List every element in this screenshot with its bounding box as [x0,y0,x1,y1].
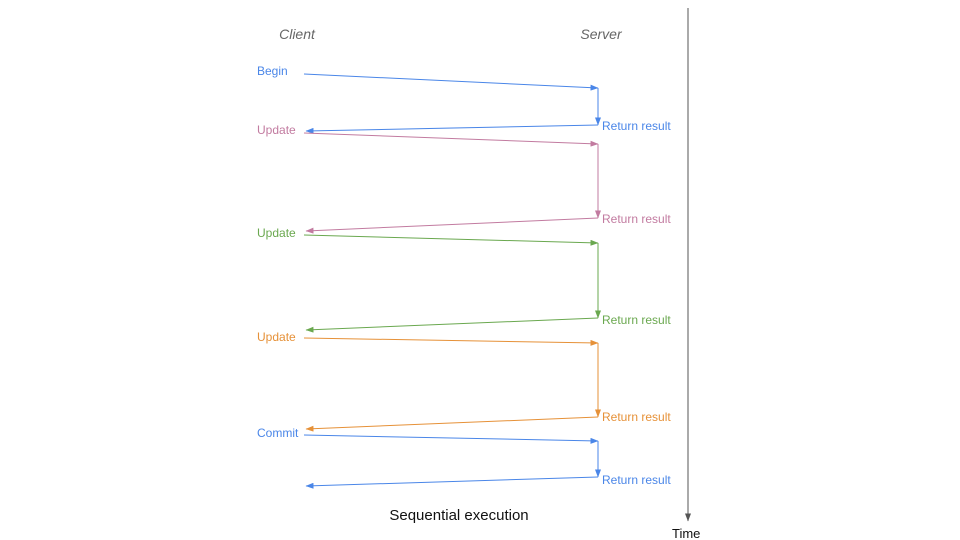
return-result-label: Return result [602,313,671,327]
request-arrow [303,434,599,444]
request-arrow [303,234,599,246]
return-arrow [305,217,599,234]
message-label: Update [257,330,296,344]
message-label: Begin [257,64,288,78]
message-begin-0: Begin Return result [257,64,671,134]
time-axis-group: Time [672,8,700,540]
message-label: Commit [257,426,299,440]
message-update-2: Update Return result [257,226,671,333]
return-result-label: Return result [602,212,671,226]
return-result-label: Return result [602,473,671,487]
return-arrow [305,317,599,333]
message-label: Update [257,123,296,137]
message-label: Update [257,226,296,240]
request-arrow [303,337,599,346]
return-arrow [305,476,599,489]
client-column-header: Client [279,26,316,42]
server-column-header: Server [580,26,623,42]
request-arrow [303,73,599,91]
time-axis-label: Time [672,526,700,540]
message-update-1: Update Return result [257,123,671,234]
request-arrow [303,132,599,147]
return-arrow [305,124,599,134]
message-commit-4: Commit Return result [257,426,671,489]
return-result-label: Return result [602,410,671,424]
message-update-3: Update Return result [257,330,671,432]
diagram-title: Sequential execution [389,507,528,524]
return-arrow [305,416,599,432]
return-result-label: Return result [602,119,671,133]
